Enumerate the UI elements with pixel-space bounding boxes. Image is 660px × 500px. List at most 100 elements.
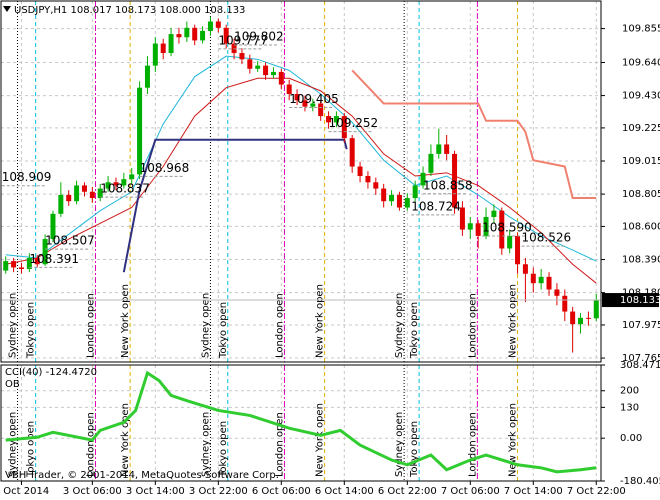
candle-body [333,116,339,123]
candle-body [349,138,355,167]
session-label: London open [85,412,96,477]
indicator-line [351,69,597,200]
candle-body [396,194,402,208]
y-tick-label: 109.640 [622,57,660,68]
candle-body [318,103,324,117]
price-annotation: 109.252 [329,116,379,130]
candle-body [546,276,552,290]
candle-body [58,194,64,214]
price-annotation: 108.909 [2,170,52,184]
candle-body [593,300,599,319]
candle-body [176,34,182,38]
candle-body [239,53,245,60]
session-label: London open [467,293,478,358]
price-annotation: 109.405 [289,92,339,106]
candle-body [215,21,221,28]
last-price-box [602,293,659,308]
y-tick-label: 109.015 [622,156,660,167]
x-tick-label: 7 Oct 06:00 [441,486,500,497]
candle-body [467,223,473,230]
x-tick-label: 3 Oct 06:00 [63,486,122,497]
session-label: New York open [315,403,326,477]
candle-body [26,257,32,269]
candle-body [50,213,56,240]
session-label: Sydney open [200,293,211,358]
price-annotation: 108.837 [100,182,150,196]
candle-body [562,295,568,312]
indicator-title: CCI(40) -124.4720 [5,367,97,378]
candle-body [42,239,48,265]
indicator-line [5,77,597,284]
x-tick-label: 3 Oct 22:00 [189,486,248,497]
candle-body [515,235,521,265]
session-label: New York open [508,403,519,477]
candle-body [200,30,206,41]
price-annotation: 108.968 [140,161,190,175]
indicator-tick-label: -180.4058 [620,476,660,487]
indicator-tick-label: 200 [620,386,639,397]
y-tick-label: 108.805 [622,189,660,200]
y-tick-label: 109.855 [622,24,660,35]
session-label: Tokyo open [26,302,37,359]
candle-body [302,100,308,107]
price-annotation: 108.526 [521,231,571,245]
candle-body [74,185,80,202]
price-annotation: 108.590 [482,221,532,235]
x-tick-label: 6 Oct 06:00 [252,486,311,497]
candle-body [357,166,363,176]
candle-body [389,194,395,202]
y-tick-label: 109.430 [622,91,660,102]
candle-body [420,172,426,186]
candle-body [326,116,332,123]
candle-body [223,27,229,44]
candle-body [554,289,560,296]
indicator-line [5,55,597,262]
candle-body [113,182,119,186]
candle-body [452,153,458,208]
x-tick-label: 2 Oct 2014 [0,486,49,497]
session-label: London open [85,293,96,358]
candle-body [310,103,316,107]
candle-body [89,191,95,199]
candle-body [483,216,489,236]
candle-body [66,194,72,202]
y-tick-label: 107.765 [622,353,660,364]
session-label: Sydney open [8,412,19,477]
candle-body [160,43,166,54]
candle-body [428,153,434,173]
session-label: Sydney open [8,293,19,358]
session-label: Tokyo open [409,421,420,478]
session-label: Sydney open [394,293,405,358]
indicator-tick-label: 0.00 [620,433,642,444]
y-tick-label: 108.600 [622,221,660,232]
session-label: New York open [120,403,131,477]
candle-body [168,34,174,54]
indicator-subtitle: OB [5,379,20,390]
session-label: London open [467,412,478,477]
session-label: Tokyo open [218,302,229,359]
candle-body [11,261,17,268]
x-tick-label: 7 Oct 14:00 [504,486,563,497]
indicator-line [122,138,348,273]
x-tick-label: 6 Oct 22:00 [378,486,437,497]
x-tick-label: 3 Oct 14:00 [126,486,185,497]
candle-body [444,144,450,154]
cci-line [5,370,597,474]
candle-body [538,276,544,284]
candle-body [530,273,536,284]
candle-body [585,317,591,319]
session-label: Tokyo open [218,421,229,478]
session-label: New York open [120,284,131,358]
candle-body [286,84,292,95]
candle-body [341,116,347,139]
candle-body [522,264,528,274]
price-annotation: 108.858 [423,178,473,192]
price-annotation: 109.777 [218,33,268,47]
candle-body [97,188,103,199]
candle-body [105,182,111,189]
candle-body [491,210,497,217]
session-label: New York open [508,284,519,358]
candle-body [381,188,387,202]
candle-body [475,223,481,236]
